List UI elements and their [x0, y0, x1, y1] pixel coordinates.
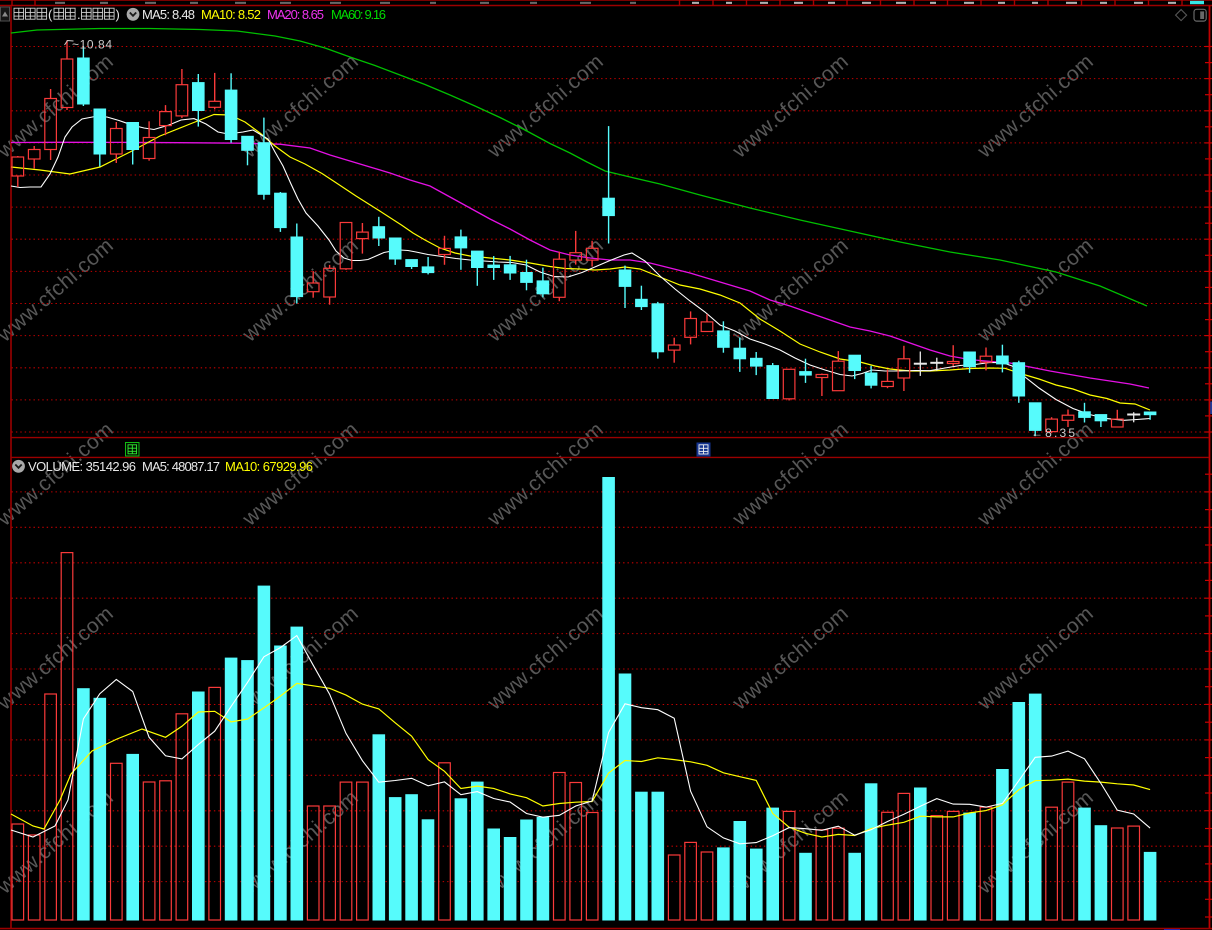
svg-text:MA10: 8.52: MA10: 8.52 — [201, 7, 261, 22]
svg-text:←8.35: ←8.35 — [1031, 426, 1075, 440]
svg-text:(: ( — [48, 7, 53, 22]
svg-text:MA20: 8.65: MA20: 8.65 — [267, 7, 324, 22]
svg-text:VOLUME: 35142.96: VOLUME: 35142.96 — [28, 459, 136, 474]
svg-text:MA10: 67929.96: MA10: 67929.96 — [225, 459, 313, 474]
svg-text:.: . — [77, 7, 81, 22]
svg-text:MA5: 8.48: MA5: 8.48 — [142, 7, 195, 22]
svg-text:MA60: 9.16: MA60: 9.16 — [331, 7, 386, 22]
svg-text:MA5: 48087.17: MA5: 48087.17 — [142, 459, 220, 474]
svg-text:): ) — [116, 7, 120, 22]
svg-text:~10.84: ~10.84 — [72, 38, 112, 52]
